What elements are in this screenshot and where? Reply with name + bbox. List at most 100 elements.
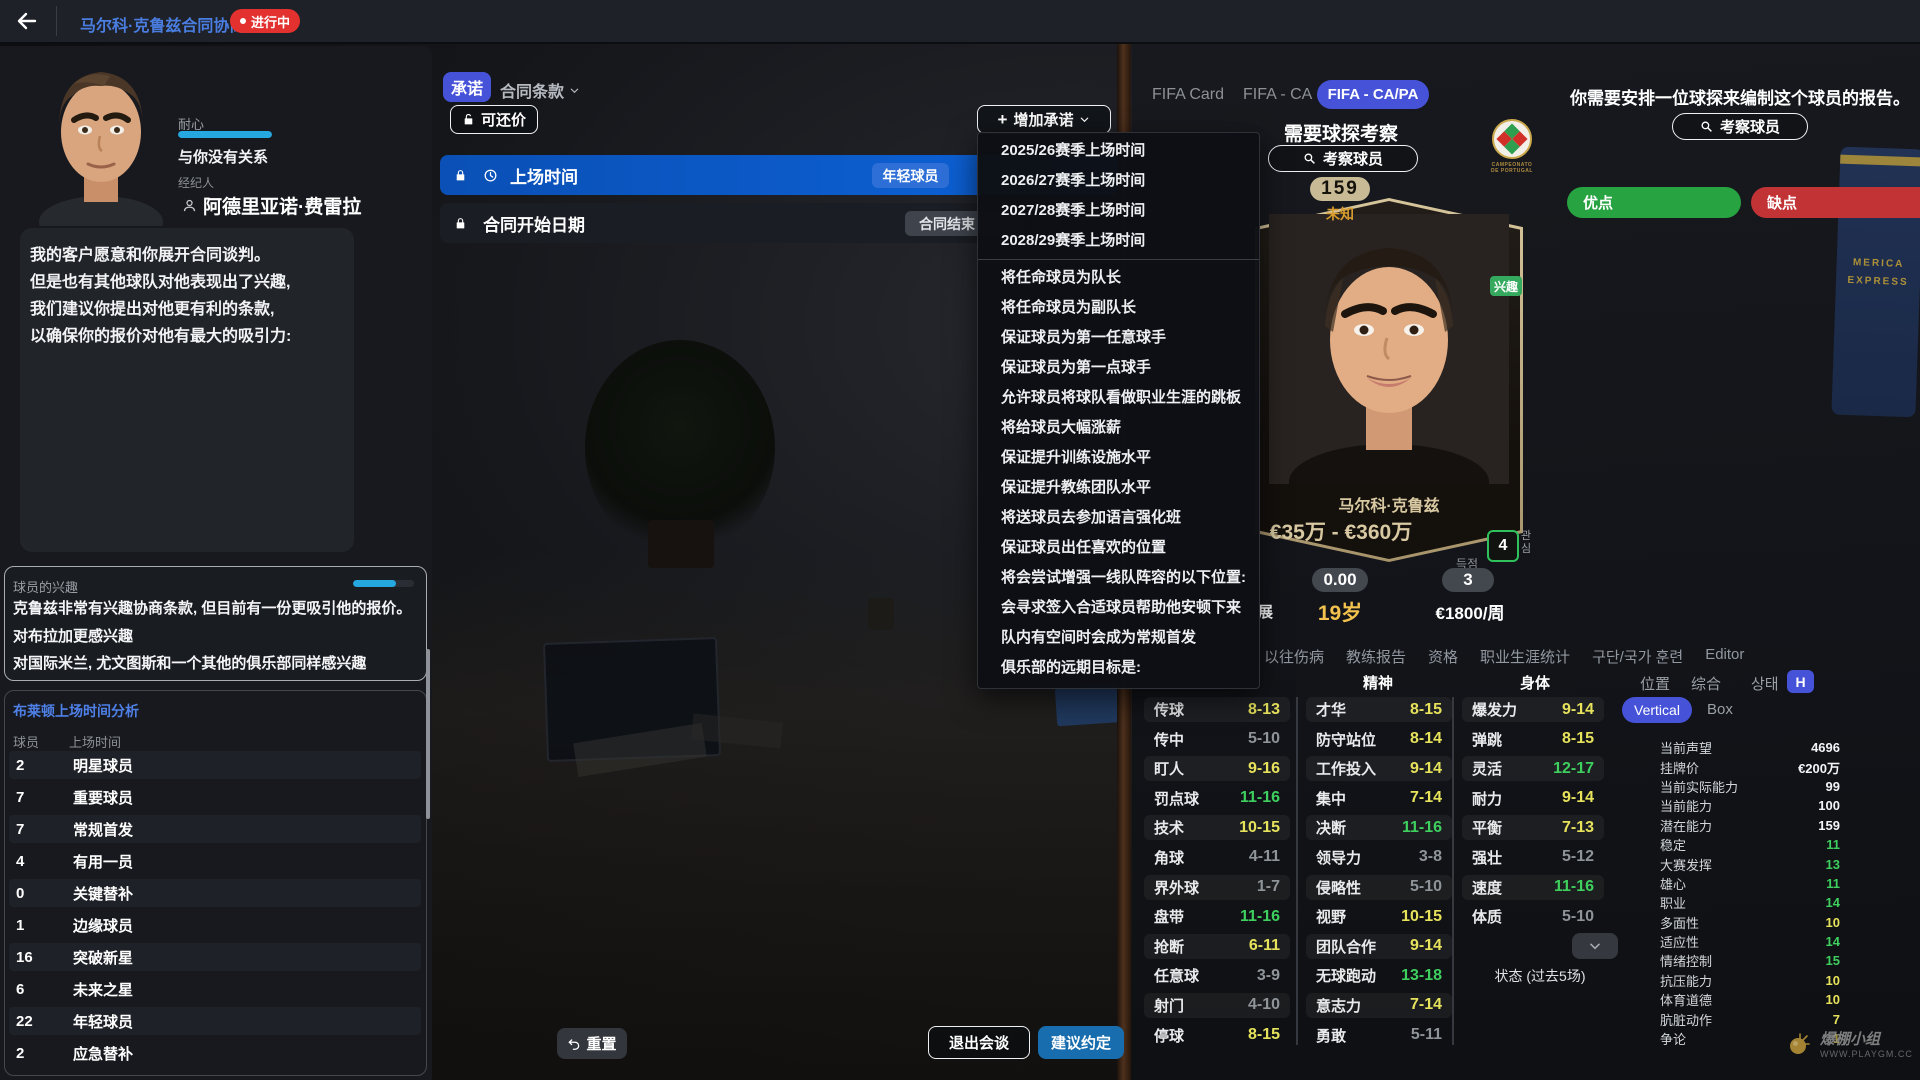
detail-row[interactable]: 多面性 10	[1660, 913, 1840, 932]
left-panel-scrollbar[interactable]	[426, 649, 430, 819]
agent-name-row[interactable]: 阿德里亚诺·费雷拉	[182, 192, 361, 219]
attribute-row[interactable]: 盘带 11-16	[1144, 904, 1290, 929]
detail-row[interactable]: 适应性 14	[1660, 932, 1840, 951]
detail-row[interactable]: 稳定 11	[1660, 835, 1840, 854]
table-row[interactable]: 7 重要球员	[9, 783, 421, 811]
scout-player-button[interactable]: 考察球员	[1268, 145, 1418, 172]
menu-item[interactable]: 保证提升训练设施水平	[1001, 449, 1152, 466]
menu-item[interactable]: 保证球员为第一任意球手	[1001, 329, 1167, 346]
detail-row[interactable]: 抗压能力 10	[1660, 971, 1840, 990]
cons-button[interactable]: 缺点	[1751, 187, 1920, 218]
attribute-row[interactable]: 勇敢 5-11	[1306, 1023, 1452, 1048]
menu-item[interactable]: 2026/27赛季上场时间	[1001, 172, 1146, 189]
attribute-row[interactable]: 平衡 7-13	[1462, 815, 1604, 841]
table-row[interactable]: 0 关键替补	[9, 879, 421, 907]
table-row[interactable]: 2 明星球员	[9, 751, 421, 779]
attribute-row[interactable]: 防守站位 8-14	[1306, 727, 1452, 752]
menu-item[interactable]: 将任命球员为副队长	[1001, 299, 1137, 316]
detail-row[interactable]: 当前声望 4696	[1660, 738, 1840, 757]
attribute-row[interactable]: 技术 10-15	[1144, 815, 1290, 841]
detail-row[interactable]: 争论 1	[1660, 1029, 1840, 1048]
menu-item[interactable]: 将会尝试增强一线队阵容的以下位置:	[1001, 569, 1246, 586]
tab-fifa-card[interactable]: FIFA Card	[1152, 86, 1225, 103]
pros-button[interactable]: 优点	[1567, 187, 1741, 218]
menu-item[interactable]: 2027/28赛季上场时间	[1001, 202, 1146, 219]
menu-item[interactable]: 队内有空间时会成为常规首发	[1001, 629, 1197, 646]
view-state[interactable]: 상태	[1751, 676, 1779, 693]
tab-fifa-ca[interactable]: FIFA - CA	[1243, 86, 1313, 103]
info-tab[interactable]: 以往伤病	[1264, 649, 1325, 666]
attribute-row[interactable]: 工作投入 9-14	[1306, 756, 1452, 782]
attribute-row[interactable]: 集中 7-14	[1306, 786, 1452, 811]
attribute-row[interactable]: 任意球 3-9	[1144, 963, 1290, 988]
attribute-row[interactable]: 抢断 6-11	[1144, 933, 1290, 959]
attribute-row[interactable]: 射门 4-10	[1144, 992, 1290, 1018]
attribute-row[interactable]: 灵活 12-17	[1462, 756, 1604, 782]
table-row[interactable]: 2 应急替补	[9, 1039, 421, 1067]
view-box-button[interactable]: Box	[1707, 701, 1733, 718]
menu-item[interactable]: 2028/29赛季上场时间	[1001, 232, 1146, 249]
menu-item[interactable]: 将任命球员为队长	[1001, 269, 1122, 286]
column-header-player[interactable]: 球员	[13, 735, 40, 750]
expand-attributes-button[interactable]	[1572, 933, 1618, 959]
view-vertical-button[interactable]: Vertical	[1622, 697, 1692, 723]
scout-player-button-right[interactable]: 考察球员	[1672, 113, 1808, 140]
menu-item[interactable]: 允许球员将球队看做职业生涯的跳板	[1001, 389, 1242, 406]
table-row[interactable]: 7 常规首发	[9, 815, 421, 843]
attribute-row[interactable]: 团队合作 9-14	[1306, 933, 1452, 959]
info-tab[interactable]: 资格	[1428, 649, 1459, 666]
table-row[interactable]: 1 边缘球员	[9, 911, 421, 939]
menu-item[interactable]: 会寻求签入合适球员帮助他安顿下来	[1001, 599, 1242, 616]
tab-contract-terms[interactable]: 合同条款	[500, 78, 580, 102]
view-position[interactable]: 位置	[1640, 676, 1671, 693]
attribute-row[interactable]: 体质 5-10	[1462, 904, 1604, 929]
tab-fifa-capa[interactable]: FIFA - CA/PA	[1317, 80, 1429, 109]
suggest-terms-button[interactable]: 建议约定	[1038, 1026, 1124, 1059]
attribute-row[interactable]: 传中 5-10	[1144, 727, 1290, 752]
info-tab[interactable]: Editor	[1705, 646, 1745, 663]
detail-row[interactable]: 挂牌价 €200万	[1660, 757, 1840, 776]
detail-row[interactable]: 情绪控制 15	[1660, 951, 1840, 970]
menu-item[interactable]: 俱乐部的远期目标是:	[1001, 659, 1141, 676]
table-row[interactable]: 6 未来之星	[9, 975, 421, 1003]
detail-row[interactable]: 潜在能力 159	[1660, 816, 1840, 835]
column-header-playtime[interactable]: 上场时间	[69, 735, 122, 750]
exit-talks-button[interactable]: 退出会谈	[928, 1026, 1030, 1059]
detail-row[interactable]: 当前实际能力 99	[1660, 777, 1840, 796]
attribute-row[interactable]: 弹跳 8-15	[1462, 727, 1604, 752]
attribute-row[interactable]: 罚点球 11-16	[1144, 786, 1290, 811]
attribute-row[interactable]: 领导力 3-8	[1306, 845, 1452, 870]
table-row[interactable]: 16 突破新星	[9, 943, 421, 971]
attribute-row[interactable]: 传球 8-13	[1144, 697, 1290, 722]
table-row[interactable]: 22 年轻球员	[9, 1007, 421, 1035]
info-tab[interactable]: 教练报告	[1346, 649, 1407, 666]
attribute-row[interactable]: 界外球 1-7	[1144, 874, 1290, 900]
attribute-row[interactable]: 强壮 5-12	[1462, 845, 1604, 870]
attribute-row[interactable]: 停球 8-15	[1144, 1023, 1290, 1048]
detail-row[interactable]: 肮脏动作 7	[1660, 1009, 1840, 1028]
attribute-row[interactable]: 决断 11-16	[1306, 815, 1452, 841]
menu-item[interactable]: 保证球员出任喜欢的位置	[1001, 539, 1167, 556]
detail-row[interactable]: 当前能力 100	[1660, 796, 1840, 815]
detail-row[interactable]: 体育道德 10	[1660, 990, 1840, 1009]
counter-offer-button[interactable]: 可还价	[450, 105, 538, 134]
menu-item[interactable]: 保证球员为第一点球手	[1001, 359, 1152, 376]
detail-row[interactable]: 职业 14	[1660, 893, 1840, 912]
attribute-row[interactable]: 侵略性 5-10	[1306, 874, 1452, 900]
attribute-row[interactable]: 无球跑动 13-18	[1306, 963, 1452, 988]
detail-row[interactable]: 雄心 11	[1660, 874, 1840, 893]
info-tab[interactable]: 职业生涯统计	[1480, 649, 1571, 666]
info-tab[interactable]: 구단/국가 훈련	[1592, 649, 1684, 666]
view-overall[interactable]: 综合	[1691, 676, 1722, 693]
attribute-row[interactable]: 耐力 9-14	[1462, 786, 1604, 811]
detail-row[interactable]: 大赛发挥 13	[1660, 854, 1840, 873]
playtime-analysis-link[interactable]: 布莱顿上场时间分析	[13, 703, 139, 719]
attribute-row[interactable]: 爆发力 9-14	[1462, 697, 1604, 722]
menu-item[interactable]: 将送球员去参加语言强化班	[1001, 509, 1182, 526]
tab-promises[interactable]: 承诺	[443, 72, 491, 102]
attribute-row[interactable]: 意志力 7-14	[1306, 992, 1452, 1018]
attribute-row[interactable]: 速度 11-16	[1462, 874, 1604, 900]
menu-item[interactable]: 将给球员大幅涨薪	[1001, 419, 1122, 436]
menu-item[interactable]: 2025/26赛季上场时间	[1001, 142, 1146, 159]
attribute-row[interactable]: 盯人 9-16	[1144, 756, 1290, 782]
